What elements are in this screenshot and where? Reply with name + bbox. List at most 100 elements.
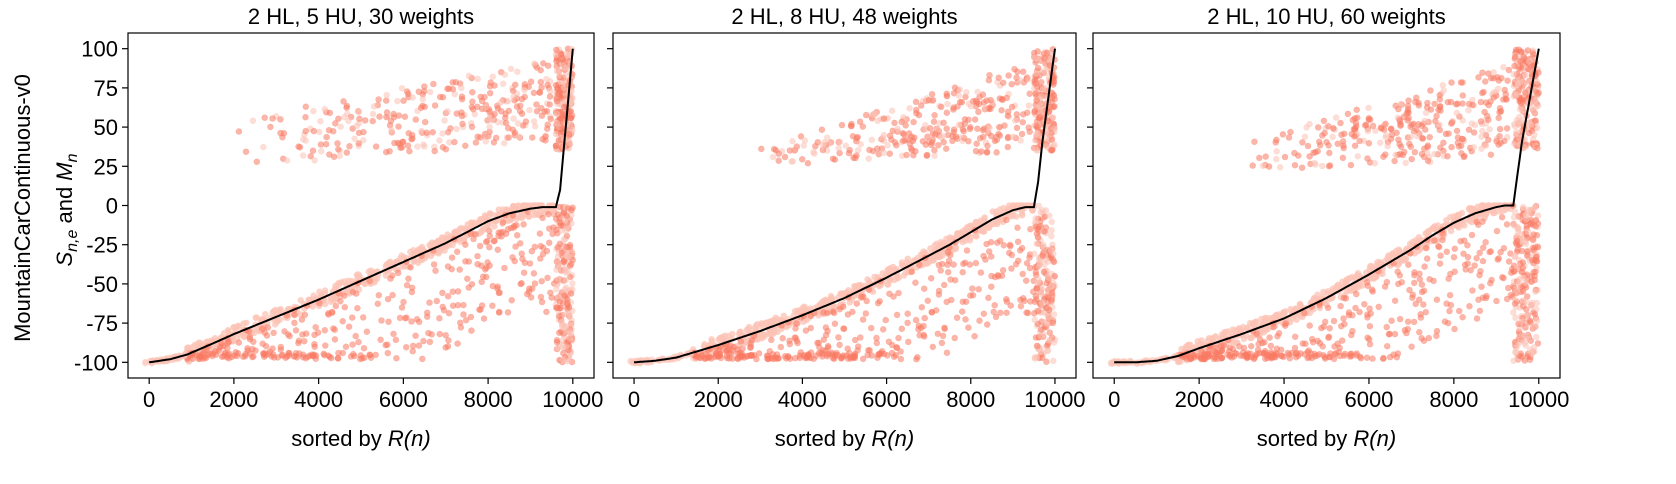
scatter-point <box>1383 342 1391 350</box>
scatter-point <box>500 140 508 147</box>
scatter-point <box>212 348 219 355</box>
y-label-sub2: n <box>64 153 81 162</box>
scatter-point <box>859 316 867 323</box>
scatter-point <box>931 152 938 160</box>
scatter-point <box>1444 98 1452 106</box>
scatter-point <box>1413 126 1420 133</box>
scatter-point <box>378 317 385 324</box>
scatter-point <box>513 68 521 76</box>
scatter-point <box>1303 124 1310 131</box>
scatter-point <box>1287 128 1294 136</box>
scatter-point <box>1354 269 1362 277</box>
x-tick-label: 10000 <box>542 387 603 412</box>
scatter-point <box>526 106 533 114</box>
scatter-point <box>367 354 375 362</box>
scatter-point <box>387 275 394 282</box>
y-axis-label: Sn,e and Mn <box>52 153 81 266</box>
scatter-point <box>1285 134 1293 141</box>
scatter-point <box>965 137 972 145</box>
scatter-point <box>242 148 250 156</box>
scatter-point <box>1032 146 1040 154</box>
scatter-point <box>957 229 965 237</box>
scatter-point <box>1311 159 1318 167</box>
scatter-point <box>351 135 358 143</box>
scatter-point <box>828 294 835 302</box>
scatter-point <box>1459 92 1467 99</box>
scatter-point <box>823 134 831 142</box>
scatter-point <box>972 218 980 226</box>
scatter-point <box>969 291 977 299</box>
scatter-point <box>382 272 390 279</box>
scatter-point <box>1004 108 1012 115</box>
scatter-point <box>1459 79 1466 86</box>
scatter-point <box>472 139 480 146</box>
scatter-point <box>757 145 765 153</box>
scatter-point <box>555 263 562 270</box>
scatter-point <box>292 327 300 334</box>
scatter-point <box>1417 314 1425 321</box>
scatter-point <box>462 316 470 324</box>
scatter-point <box>1479 244 1487 252</box>
scatter-point <box>199 350 206 358</box>
scatter-point <box>925 97 933 104</box>
scatter-point <box>1446 307 1453 315</box>
scatter-point <box>263 332 271 339</box>
scatter-point <box>1367 262 1375 270</box>
scatter-point <box>552 46 560 54</box>
scatter-point <box>1424 150 1431 157</box>
scatter-point <box>1321 129 1328 137</box>
scatter-point <box>966 125 974 133</box>
scatter-point <box>488 117 496 124</box>
scatter-point <box>1230 339 1238 347</box>
scatter-point <box>1047 247 1055 254</box>
scatter-point <box>1364 314 1371 321</box>
scatter-point <box>554 85 562 93</box>
scatter-point <box>1049 319 1057 327</box>
scatter-point <box>1391 297 1399 305</box>
scatter-point <box>487 79 495 86</box>
scatter-point <box>708 335 715 343</box>
scatter-point <box>512 243 519 250</box>
scatter-point <box>495 289 503 297</box>
scatter-point <box>1051 272 1058 280</box>
scatter-point <box>431 239 439 247</box>
scatter-point <box>369 117 377 125</box>
scatter-point <box>1048 136 1056 144</box>
scatter-point <box>955 121 963 129</box>
scatter-point <box>518 211 526 218</box>
scatter-point <box>407 264 415 271</box>
scatter-point <box>345 323 353 331</box>
scatter-point <box>1497 248 1504 256</box>
scatter-point <box>1030 53 1038 61</box>
scatter-point <box>544 62 552 70</box>
scatter-point <box>1427 87 1434 94</box>
scatter-point <box>311 343 319 351</box>
scatter-point <box>323 133 330 141</box>
scatter-point <box>334 146 342 153</box>
scatter-point <box>1356 308 1363 316</box>
scatter-point <box>460 311 467 318</box>
scatter-point <box>495 309 503 316</box>
scatter-point <box>944 268 952 276</box>
scatter-point <box>1511 208 1519 216</box>
scatter-point <box>886 290 893 298</box>
scatter-point <box>1038 93 1045 100</box>
scatter-point <box>399 138 406 146</box>
scatter-point <box>1025 102 1033 109</box>
scatter-point <box>334 355 342 362</box>
scatter-point <box>1365 104 1372 112</box>
scatter-point <box>340 292 348 300</box>
scatter-point <box>1033 97 1040 104</box>
scatter-point <box>1515 279 1523 287</box>
scatter-point <box>942 145 950 152</box>
scatter-point <box>1530 50 1537 58</box>
scatter-point <box>562 323 570 330</box>
scatter-point <box>1338 131 1345 139</box>
scatter-point <box>489 73 497 80</box>
scatter-point <box>340 98 347 105</box>
scatter-point <box>1019 270 1027 278</box>
scatter-point <box>1383 278 1391 286</box>
scatter-point <box>1479 69 1486 76</box>
scatter-point <box>1262 153 1269 160</box>
scatter-point <box>1033 70 1041 77</box>
